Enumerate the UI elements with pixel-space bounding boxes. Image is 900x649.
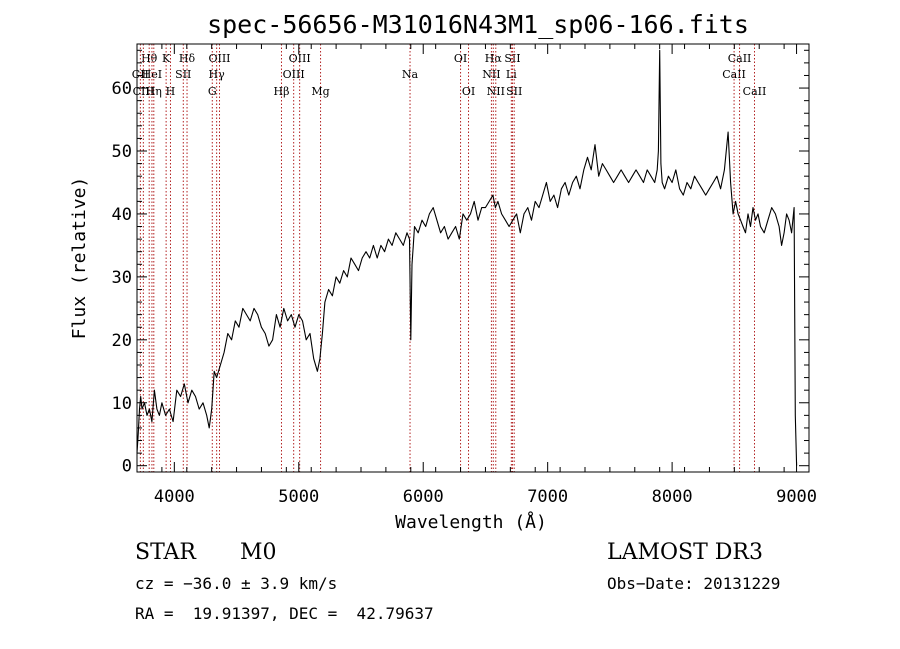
line-label-5: K <box>162 52 171 65</box>
x-tick-labels: 4000 5000 6000 7000 8000 9000 <box>154 487 817 507</box>
chart-title: spec-56656-M31016N43M1_sp06-166.fits <box>207 10 749 39</box>
line-label-6: H <box>166 85 176 98</box>
x-tick-label-4000: 4000 <box>154 487 195 507</box>
x-tick-label-6000: 6000 <box>403 487 444 507</box>
y-tick-labels: 0 10 20 30 40 50 60 <box>112 79 132 477</box>
y-axis-label: Flux (relative) <box>69 177 90 340</box>
line-label-15: Mg <box>311 85 329 98</box>
y-tick-label-10: 10 <box>112 394 132 414</box>
line-label-23: Li <box>506 68 517 81</box>
line-label-10: OIII <box>208 52 230 65</box>
x-tick-label-5000: 5000 <box>278 487 319 507</box>
y-tick-label-20: 20 <box>112 331 132 351</box>
coordinates: RA = 19.91397, DEC = 42.79637 <box>135 604 434 623</box>
line-label-11: G <box>208 85 217 98</box>
line-label-27: CaII <box>743 85 767 98</box>
plot-frame <box>136 43 810 473</box>
y-tick-label-0: 0 <box>122 457 132 477</box>
x-tick-label-7000: 7000 <box>527 487 568 507</box>
line-label-3: HeI <box>142 68 162 81</box>
line-label-25: CaII <box>722 68 746 81</box>
object-subclass: M0 <box>240 540 277 565</box>
spectrum-series-line <box>136 49 798 466</box>
line-label-19: NII <box>482 68 500 81</box>
line-label-8: Hδ <box>179 52 196 65</box>
survey-name: LAMOST DR3 <box>607 540 763 565</box>
y-tick-label-40: 40 <box>112 205 132 225</box>
y-tick-label-50: 50 <box>112 142 132 162</box>
x-tick-label-8000: 8000 <box>652 487 693 507</box>
line-label-7: SII <box>175 68 191 81</box>
line-label-13: OIII <box>283 68 305 81</box>
x-axis-label: Wavelength (Å) <box>395 511 547 533</box>
y-tick-label-30: 30 <box>112 268 132 288</box>
line-label-18: OI <box>462 85 475 98</box>
line-label-12: Hβ <box>274 85 290 98</box>
line-label-4: Hη <box>146 85 162 98</box>
y-tick-label-60: 60 <box>112 79 132 99</box>
line-label-21: NII <box>487 85 505 98</box>
line-label-1: CII <box>132 68 149 81</box>
line-label-9: Hγ <box>209 68 226 81</box>
line-label-14: OIII <box>289 52 311 65</box>
redshift-velocity: cz = −36.0 ± 3.9 km/s <box>135 574 338 593</box>
axis-ticks <box>136 44 810 472</box>
object-class: STAR <box>135 540 196 565</box>
x-tick-label-9000: 9000 <box>776 487 817 507</box>
line-label-22: SII <box>504 52 520 65</box>
observation-date: Obs−Date: 20131229 <box>607 574 781 593</box>
line-label-20: Hα <box>485 52 503 65</box>
line-label-26: CaII <box>728 52 752 65</box>
line-label-17: OI <box>454 52 467 65</box>
line-label-24: SII <box>506 85 522 98</box>
line-label-16: Na <box>402 68 419 81</box>
